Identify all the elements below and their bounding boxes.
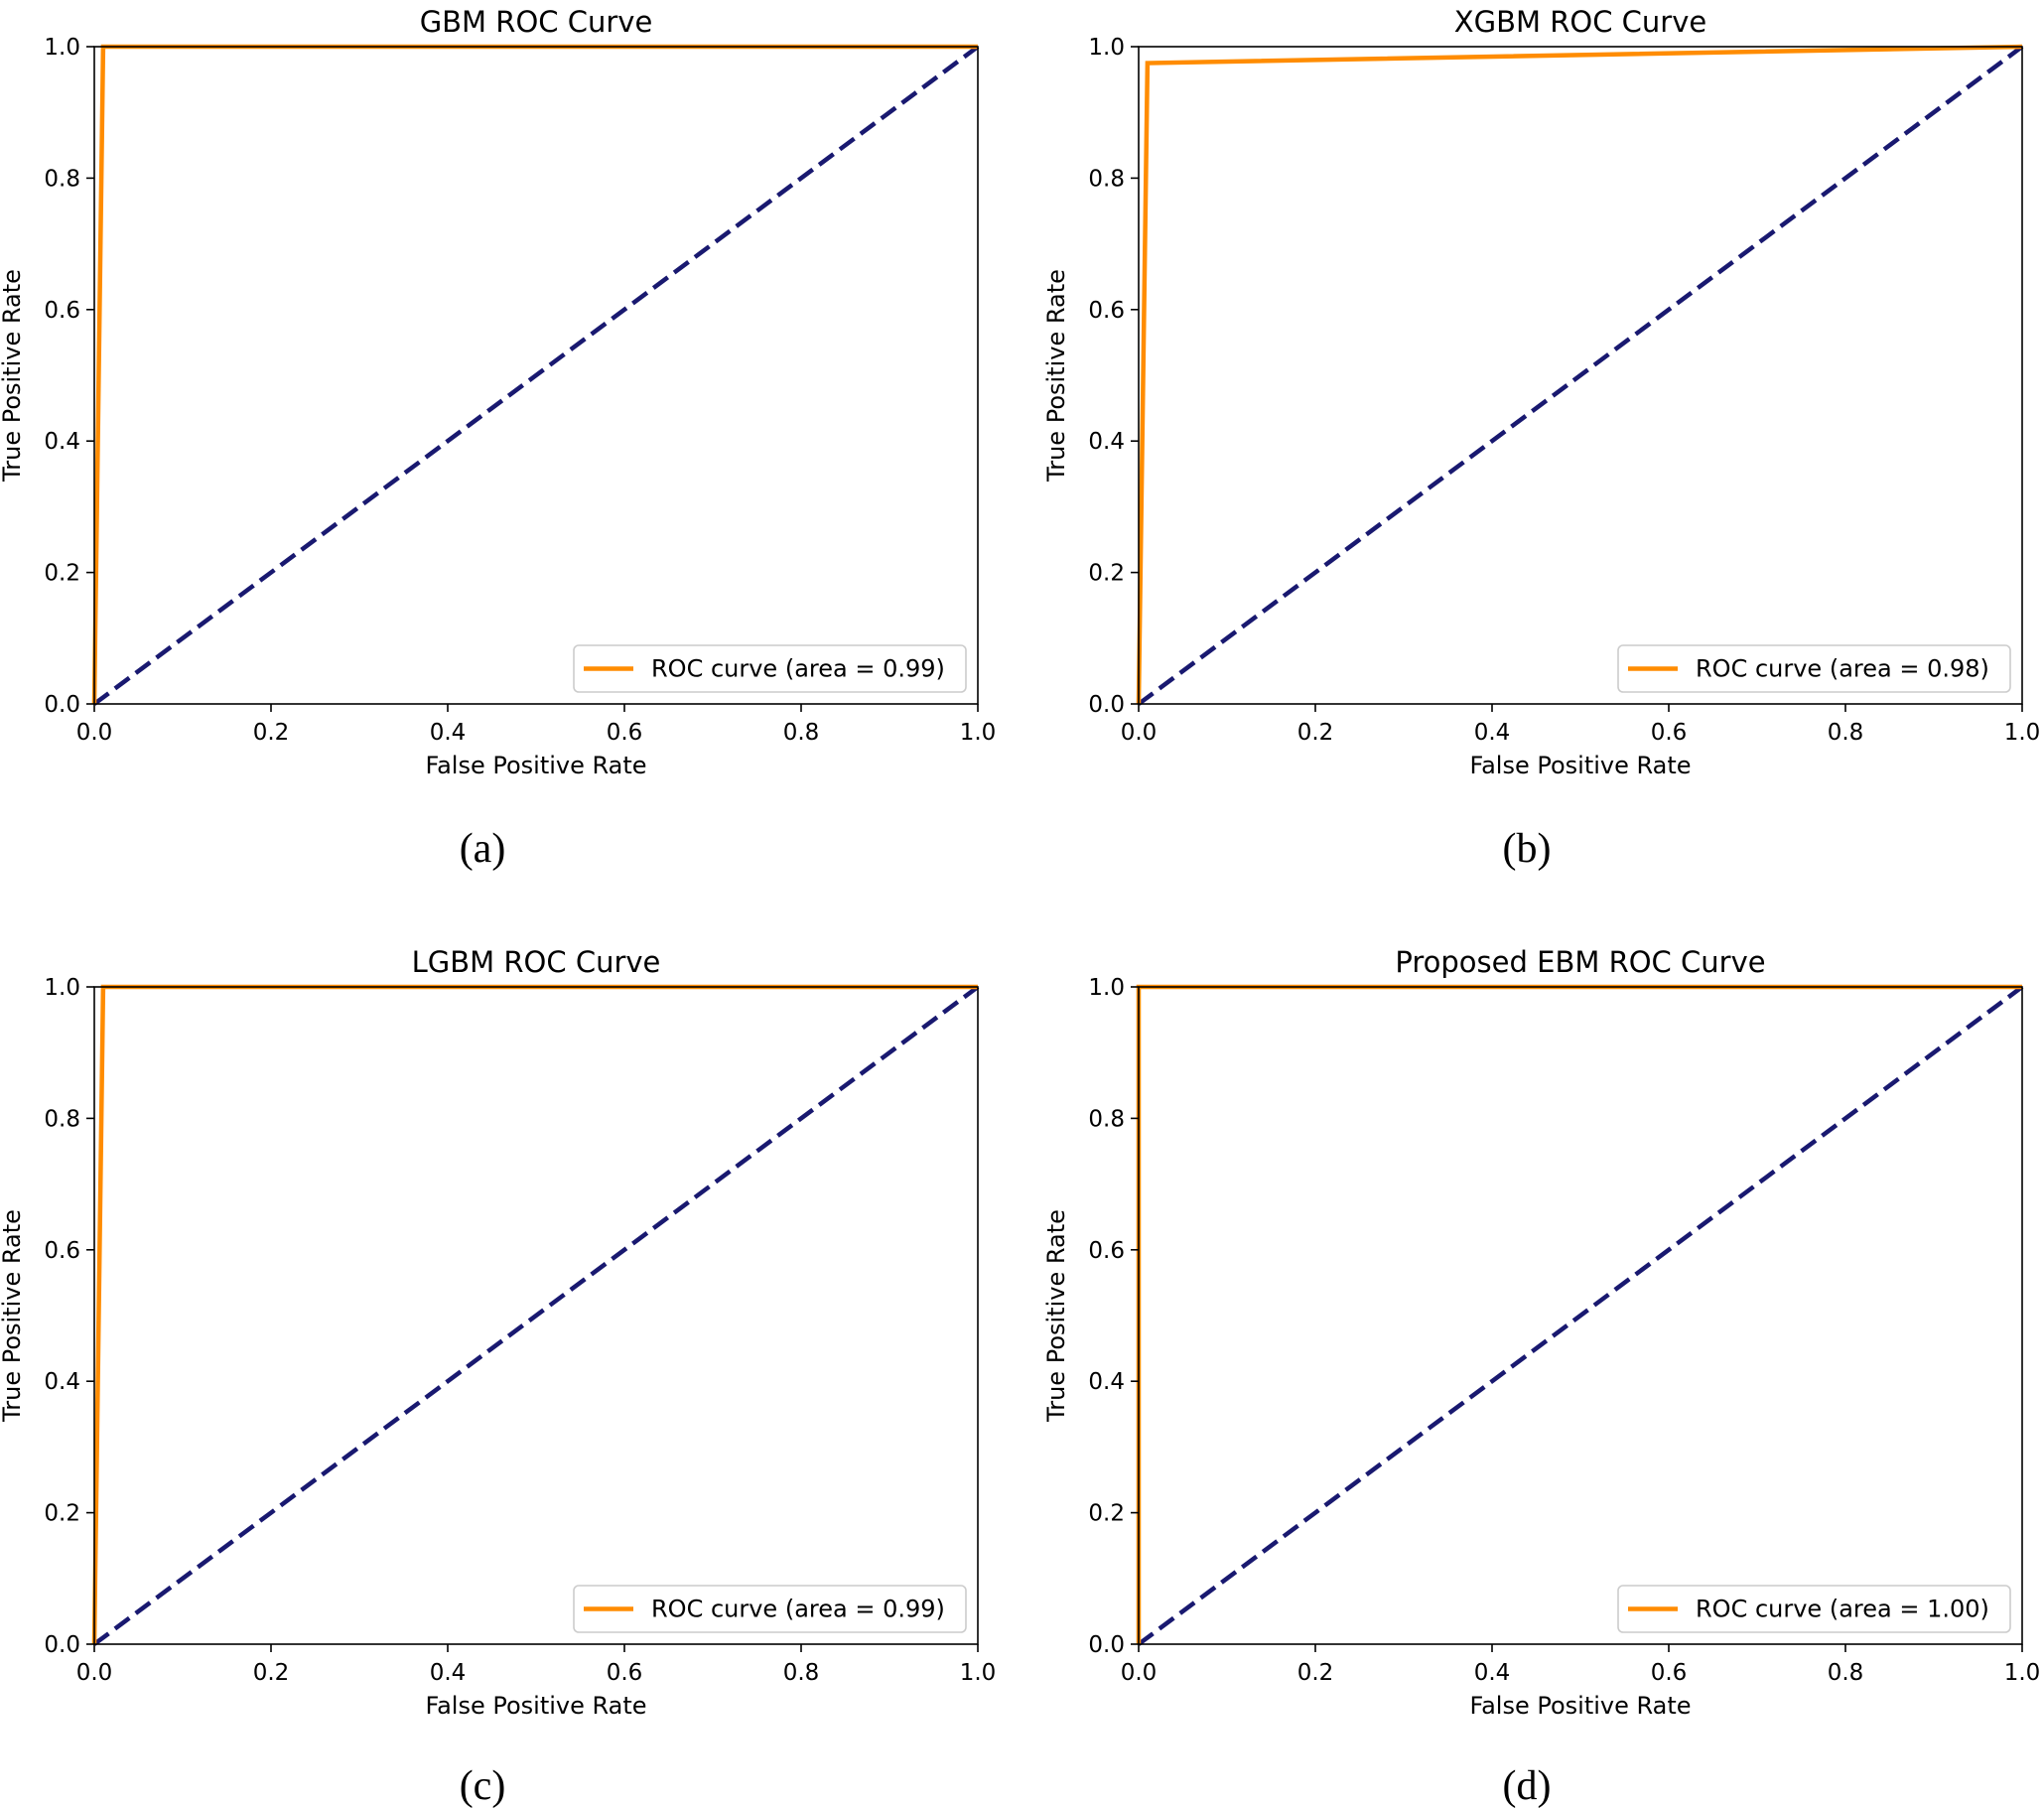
y-tick-label: 0.2 (1088, 561, 1125, 587)
axes-frame (93, 986, 979, 1645)
x-tick-label: 0.4 (1474, 1660, 1511, 1686)
x-axis-label: False Positive Rate (425, 1692, 646, 1720)
y-tick-label: 1.0 (44, 975, 80, 1001)
panel-caption: (a) (460, 826, 506, 872)
axes-frame (1138, 46, 2023, 705)
x-tick-label: 0.8 (783, 1660, 820, 1686)
x-tick-label: 0.0 (76, 1660, 113, 1686)
legend-entry: ROC curve (area = 0.98) (1696, 655, 1989, 683)
panel-caption: (b) (1503, 826, 1552, 872)
x-tick-label: 1.0 (960, 1660, 997, 1686)
legend-entry: ROC curve (area = 0.99) (651, 655, 945, 683)
x-tick-label: 0.6 (607, 1660, 643, 1686)
y-tick-label: 0.2 (44, 1501, 80, 1527)
chart-title: XGBM ROC Curve (1454, 5, 1706, 39)
y-tick-label: 0.8 (1088, 1106, 1125, 1132)
x-tick-label: 0.4 (430, 720, 467, 746)
chart-panel-2: 0.0 0.2 0.4 0.6 0.8 1.0 0.0 0.2 0.4 0.6 0.8 1.0 XGBM… (1042, 5, 2040, 872)
y-tick-label: 0.0 (44, 1632, 80, 1658)
y-tick-label: 0.6 (44, 298, 80, 324)
roc-curve-line (1136, 44, 2023, 705)
legend-box (1617, 644, 2011, 693)
x-tick-label: 1.0 (2004, 720, 2041, 746)
y-tick-label: 0.4 (44, 429, 80, 455)
y-tick-label: 0.4 (1088, 1369, 1125, 1395)
x-axis-label: False Positive Rate (425, 752, 646, 779)
x-tick-label: 0.0 (1121, 1660, 1158, 1686)
y-axis-label: True Positive Rate (0, 269, 26, 483)
chart-title: LGBM ROC Curve (412, 945, 661, 979)
x-tick-label: 1.0 (2004, 1660, 2041, 1686)
y-tick-label: 0.0 (1088, 1632, 1125, 1658)
legend-entry: ROC curve (area = 0.99) (651, 1596, 945, 1623)
y-tick-label: 0.8 (44, 166, 80, 192)
x-tick-label: 0.6 (1651, 1660, 1688, 1686)
y-tick-label: 0.2 (1088, 1501, 1125, 1527)
legend: ROC curve (area = 0.98) (1617, 644, 2011, 693)
x-tick-label: 0.2 (253, 720, 290, 746)
legend-box (573, 1585, 967, 1633)
axes-frame (93, 46, 979, 705)
x-tick-label: 0.2 (1297, 1660, 1334, 1686)
y-tick-label: 0.0 (1088, 692, 1125, 718)
x-tick-label: 0.6 (607, 720, 643, 746)
legend-entry: ROC curve (area = 1.00) (1696, 1596, 1989, 1623)
chart-title: Proposed EBM ROC Curve (1395, 945, 1765, 979)
chart-panel-3: 0.0 0.2 0.4 0.6 0.8 1.0 0.0 0.2 0.4 0.6 0.8 1.0 LGBM… (0, 945, 996, 1808)
y-tick-label: 0.2 (44, 561, 80, 587)
x-axis-label: False Positive Rate (1469, 1692, 1691, 1720)
y-axis-label: True Positive Rate (1042, 1209, 1070, 1423)
y-tick-label: 0.6 (1088, 1238, 1125, 1264)
panel-caption: (d) (1503, 1763, 1552, 1808)
x-tick-label: 0.8 (1828, 1660, 1864, 1686)
y-tick-label: 1.0 (1088, 35, 1125, 61)
y-tick-label: 0.6 (1088, 298, 1125, 324)
legend: ROC curve (area = 1.00) (1617, 1585, 2011, 1633)
diagonal-reference-line (92, 985, 980, 1646)
x-tick-label: 0.8 (1828, 720, 1864, 746)
x-tick-label: 0.2 (253, 1660, 290, 1686)
chart-panel-1: 0.0 0.2 0.4 0.6 0.8 1.0 0.0 0.2 0.4 0.6 0.8 1.0 GBM … (0, 5, 996, 872)
x-tick-label: 0.4 (430, 1660, 467, 1686)
legend-box (1617, 1585, 2011, 1633)
x-tick-label: 1.0 (960, 720, 997, 746)
x-axis-label: False Positive Rate (1469, 752, 1691, 779)
axes-frame (1138, 986, 2023, 1645)
x-tick-label: 0.4 (1474, 720, 1511, 746)
y-tick-label: 0.4 (1088, 429, 1125, 455)
y-tick-label: 0.8 (1088, 166, 1125, 192)
legend: ROC curve (area = 0.99) (573, 644, 967, 693)
x-tick-label: 0.0 (1121, 720, 1158, 746)
x-tick-label: 0.8 (783, 720, 820, 746)
y-axis-label: True Positive Rate (0, 1209, 26, 1423)
legend: ROC curve (area = 0.99) (573, 1585, 967, 1633)
diagonal-reference-line (1137, 985, 2024, 1646)
y-tick-label: 0.0 (44, 692, 80, 718)
chart-title: GBM ROC Curve (420, 5, 653, 39)
y-axis-label: True Positive Rate (1042, 269, 1070, 483)
diagonal-reference-line (92, 45, 980, 706)
y-tick-label: 1.0 (1088, 975, 1125, 1001)
chart-panel-4: 0.0 0.2 0.4 0.6 0.8 1.0 0.0 0.2 0.4 0.6 0.8 1.0 Prop… (1042, 945, 2040, 1808)
panel-caption: (c) (460, 1763, 506, 1808)
legend-box (573, 644, 967, 693)
x-tick-label: 0.0 (76, 720, 113, 746)
y-tick-label: 0.6 (44, 1238, 80, 1264)
x-tick-label: 0.6 (1651, 720, 1688, 746)
y-tick-label: 0.4 (44, 1369, 80, 1395)
y-tick-label: 0.8 (44, 1106, 80, 1132)
diagonal-reference-line (1137, 45, 2024, 706)
y-tick-label: 1.0 (44, 35, 80, 61)
x-tick-label: 0.2 (1297, 720, 1334, 746)
